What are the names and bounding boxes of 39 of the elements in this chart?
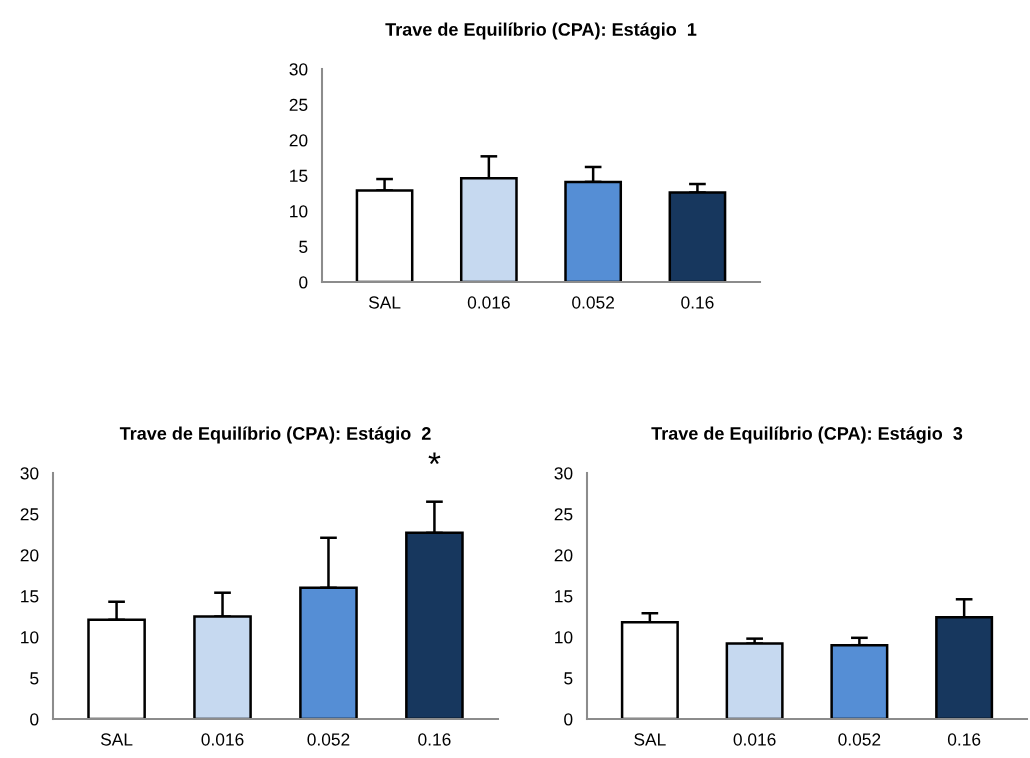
y-tick-label: 25 — [289, 98, 308, 111]
y-tick-label: 0 — [30, 713, 39, 726]
x-tick-label: SAL — [634, 733, 666, 746]
y-tick-label: 30 — [554, 467, 573, 480]
bar — [830, 643, 889, 719]
x-tick-label: SAL — [368, 296, 401, 309]
y-tick-label: 10 — [290, 205, 308, 218]
y-tick-label: 10 — [21, 631, 39, 644]
x-tick-label: 0.16 — [418, 733, 451, 746]
x-tick-label: 0.016 — [733, 733, 776, 746]
y-tick-label: 0 — [299, 276, 308, 289]
y-tick-label: 15 — [290, 169, 308, 182]
x-tick-label: 0.016 — [201, 733, 244, 746]
y-tick-label: 15 — [555, 590, 573, 603]
y-tick-label: 30 — [20, 467, 39, 480]
x-tick-label: SAL — [100, 733, 133, 746]
x-tick-label: 0.016 — [467, 296, 510, 309]
y-tick-label: 20 — [289, 134, 308, 147]
y-tick-label: 5 — [30, 672, 39, 685]
annotation: * — [428, 452, 441, 465]
y-tick-label: 25 — [554, 508, 573, 521]
y-tick-label: 20 — [554, 549, 573, 562]
x-tick-label: 0.052 — [838, 733, 881, 746]
x-tick-label: 0.052 — [572, 296, 614, 309]
bar — [725, 642, 784, 719]
x-tick-label: 0.16 — [681, 296, 714, 309]
y-tick-label: 10 — [555, 631, 573, 644]
x-tick-label: 0.052 — [307, 733, 350, 746]
chart-title: Trave de Equilíbrio (CPA): Estágio 1 — [385, 22, 697, 40]
y-tick-label: 15 — [21, 590, 39, 603]
y-tick-label: 0 — [564, 713, 573, 726]
chart-title: Trave de Equilíbrio (CPA): Estágio 3 — [651, 426, 963, 444]
y-tick-label: 30 — [289, 63, 308, 76]
y-tick-label: 5 — [564, 672, 573, 685]
y-tick-label: 5 — [299, 240, 308, 253]
y-tick-label: 25 — [20, 508, 39, 521]
y-tick-label: 20 — [20, 549, 39, 562]
chart-title: Trave de Equilíbrio (CPA): Estágio 2 — [119, 426, 431, 444]
x-tick-label: 0.16 — [947, 733, 981, 746]
